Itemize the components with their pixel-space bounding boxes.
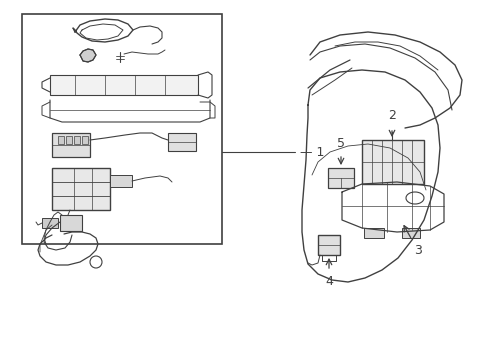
Text: 4: 4 [325,275,332,288]
Bar [74,136,80,144]
Bar [327,168,353,188]
Text: 5: 5 [336,137,345,150]
Bar [52,168,110,210]
Bar [363,228,383,238]
Polygon shape [80,49,96,62]
Text: 2: 2 [387,109,395,122]
Bar [50,75,198,95]
Bar [60,215,82,231]
Text: 3: 3 [413,244,421,257]
Bar [66,136,72,144]
Bar [52,133,90,157]
Bar [42,218,58,228]
Bar [82,136,88,144]
Bar [110,175,132,187]
Bar [22,14,222,244]
Bar [401,228,419,238]
Bar [361,140,423,184]
Bar [58,136,64,144]
Text: — 1: — 1 [299,145,324,158]
Bar [168,133,196,151]
Bar [317,235,339,255]
